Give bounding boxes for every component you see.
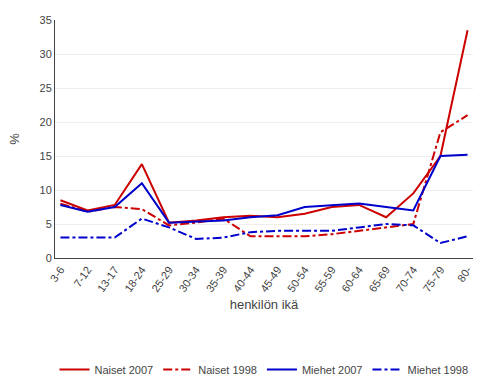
svg-text:65-69: 65-69 [366,264,392,294]
svg-text:30-34: 30-34 [176,264,202,294]
svg-text:Naiset 1998: Naiset 1998 [198,364,257,376]
svg-text:35: 35 [40,14,52,26]
svg-text:7-12: 7-12 [71,264,93,289]
svg-text:40-44: 40-44 [231,264,257,294]
svg-text:Miehet 2007: Miehet 2007 [302,364,363,376]
svg-text:35-39: 35-39 [203,264,229,294]
svg-text:60-64: 60-64 [339,264,365,294]
svg-text:45-49: 45-49 [258,264,284,294]
svg-text:25-29: 25-29 [149,264,175,294]
svg-text:Miehet 1998: Miehet 1998 [407,364,468,376]
svg-text:70-74: 70-74 [393,264,419,294]
svg-text:henkilön ikä: henkilön ikä [230,297,299,312]
svg-text:20: 20 [40,116,52,128]
svg-text:30: 30 [40,48,52,60]
svg-text:0: 0 [46,252,52,264]
svg-text:18-24: 18-24 [122,264,148,294]
svg-text:55-59: 55-59 [312,264,338,294]
svg-text:75-79: 75-79 [421,264,447,294]
svg-text:15: 15 [40,150,52,162]
svg-text:10: 10 [40,184,52,196]
svg-text:%: % [7,133,22,145]
svg-text:80-: 80- [455,264,474,284]
svg-text:3-6: 3-6 [48,264,67,284]
svg-text:Naiset 2007: Naiset 2007 [95,364,154,376]
svg-text:50-54: 50-54 [285,264,311,294]
svg-text:5: 5 [46,218,52,230]
svg-text:13-17: 13-17 [95,264,121,294]
svg-text:25: 25 [40,82,52,94]
